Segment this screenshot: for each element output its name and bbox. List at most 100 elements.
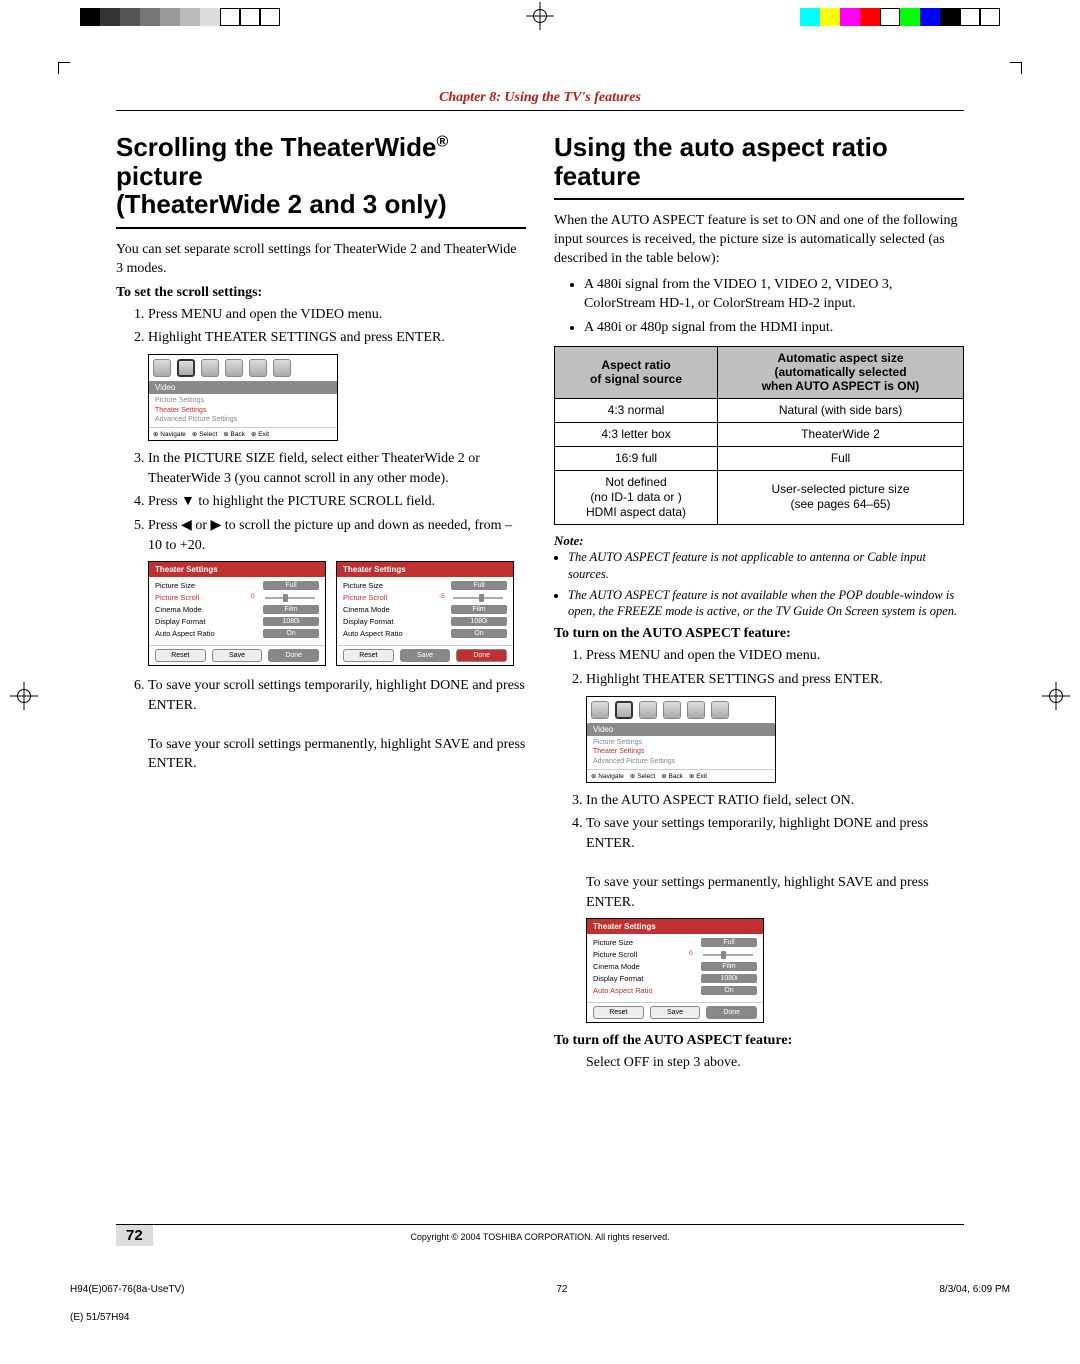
subhead-turn-on: To turn on the AUTO ASPECT feature: [554,626,964,642]
title-part1: Scrolling the TheaterWide [116,132,436,162]
row-value: On [701,986,757,995]
gray-bars [80,8,280,26]
section-title-right: Using the auto aspect ratio feature [554,133,964,190]
row-label: Picture Scroll [593,950,637,959]
row-label-active: Auto Aspect Ratio [593,986,653,995]
bullet-list: A 480i signal from the VIDEO 1, VIDEO 2,… [554,275,964,338]
reset-button: Reset [155,649,206,662]
steps-list-left-cont: In the PICTURE SIZE field, select either… [116,449,526,555]
copyright-line: Copyright © 2004 TOSHIBA CORPORATION. Al… [410,1232,669,1242]
on-step-4a: To save your settings temporarily, highl… [586,816,928,851]
table-cell: Full [718,446,964,470]
table-cell: User-selected picture size (see pages 64… [718,470,964,524]
row-value: On [451,629,507,638]
row-value: Film [451,605,507,614]
menu-tab-icons [587,697,775,723]
step-5: Press ◀ or ▶ to scroll the picture up an… [148,516,526,555]
row-label: Picture Size [593,938,633,947]
on-step-4b: To save your settings permanently, highl… [586,875,929,910]
table-cell: Not defined (no ID-1 data or ) HDMI aspe… [555,470,718,524]
steps-turn-on-cont: In the AUTO ASPECT RATIO field, select O… [554,791,964,913]
table-cell: TheaterWide 2 [718,422,964,446]
menu-footer: Navigate Select Back Exit [149,427,337,440]
on-step-4: To save your settings temporarily, highl… [586,814,964,912]
reset-button: Reset [593,1006,644,1019]
subhead-set-scroll: To set the scroll settings: [116,285,526,301]
bullet-1: A 480i signal from the VIDEO 1, VIDEO 2,… [584,275,964,314]
page-number: 72 [116,1225,153,1246]
row-label-active: Picture Scroll [343,593,387,602]
save-button: Save [212,649,263,662]
title-part2: picture [116,161,203,191]
menu-item: Picture Settings [155,396,331,406]
steps-list-left-end: To save your scroll settings temporarily… [116,676,526,774]
file-tag: (E) 51/57H94 [70,1312,129,1323]
row-value: 1080i [451,617,507,626]
row-label: Display Format [593,974,643,983]
footer-center: 72 [556,1284,567,1295]
settings-head: Theater Settings [149,562,325,577]
title-underline [116,227,526,229]
theater-settings-mock-b: Theater Settings Picture Size Full Pictur… [336,561,514,666]
done-button: Done [268,649,319,662]
on-step-1: Press MENU and open the VIDEO menu. [586,646,964,666]
table-header: Automatic aspect size (automatically sel… [718,346,964,398]
row-value: 1080i [263,617,319,626]
row-value: Film [263,605,319,614]
menu-item-active: Theater Settings [155,406,331,416]
settings-head: Theater Settings [337,562,513,577]
right-column: Using the auto aspect ratio feature When… [554,133,964,1079]
chapter-header: Chapter 8: Using the TV's features [116,90,964,111]
crop-mark-tr [1010,62,1022,74]
color-bars [800,8,1000,26]
subhead-turn-off: To turn off the AUTO ASPECT feature: [554,1033,964,1049]
menu-hint: Navigate [591,772,624,780]
menu-hint: Back [661,772,683,780]
table-header: Aspect ratio of signal source [555,346,718,398]
row-value: Full [451,581,507,590]
center-registration-icon [526,2,554,30]
note-list: The AUTO ASPECT feature is not applicabl… [554,549,964,621]
row-value: Film [701,962,757,971]
menu-items: Picture Settings Theater Settings Advanc… [149,394,337,427]
row-label: Auto Aspect Ratio [155,629,215,638]
row-label: Picture Size [343,581,383,590]
intro-left: You can set separate scroll settings for… [116,241,526,279]
row-label-active: Picture Scroll [155,593,199,602]
slider-icon: -5 [449,595,507,601]
aspect-ratio-table: Aspect ratio of signal source Automatic … [554,346,964,525]
row-label: Display Format [343,617,393,626]
theater-settings-mock-c: Theater Settings Picture SizeFull Pictur… [586,918,764,1023]
slider-icon: 0 [261,595,319,601]
crop-mark-tl [58,62,70,74]
row-label: Cinema Mode [343,605,390,614]
table-cell: 16:9 full [555,446,718,470]
menu-item-active: Theater Settings [593,747,769,757]
step-6: To save your scroll settings temporarily… [148,676,526,774]
left-column: Scrolling the TheaterWide® picture (Thea… [116,133,526,1079]
menu-footer: Navigate Select Back Exit [587,769,775,782]
row-value: On [263,629,319,638]
title-line2: (TheaterWide 2 and 3 only) [116,189,447,219]
table-cell: 4:3 normal [555,398,718,422]
off-step: Select OFF in step 3 above. [586,1053,964,1073]
section-title-left: Scrolling the TheaterWide® picture (Thea… [116,133,526,219]
left-registration-icon [10,682,38,710]
save-button: Save [400,649,451,662]
steps-list-left: Press MENU and open the VIDEO menu. High… [116,305,526,348]
bullet-2: A 480i or 480p signal from the HDMI inpu… [584,318,964,338]
steps-turn-on: Press MENU and open the VIDEO menu. High… [554,646,964,689]
on-step-2: Highlight THEATER SETTINGS and press ENT… [586,670,964,690]
settings-pair: Theater Settings Picture Size Full Pictur… [148,561,526,666]
menu-item: Advanced Picture Settings [155,415,331,425]
menu-hint: Exit [689,772,707,780]
done-button: Done [706,1006,757,1019]
menu-item: Picture Settings [593,738,769,748]
slider-icon: 0 [699,952,757,958]
on-step-3: In the AUTO ASPECT RATIO field, select O… [586,791,964,811]
table-cell: Natural (with side bars) [718,398,964,422]
step-1: Press MENU and open the VIDEO menu. [148,305,526,325]
menu-items: Picture Settings Theater Settings Advanc… [587,736,775,769]
note-2: The AUTO ASPECT feature is not available… [568,587,964,621]
reset-button: Reset [343,649,394,662]
